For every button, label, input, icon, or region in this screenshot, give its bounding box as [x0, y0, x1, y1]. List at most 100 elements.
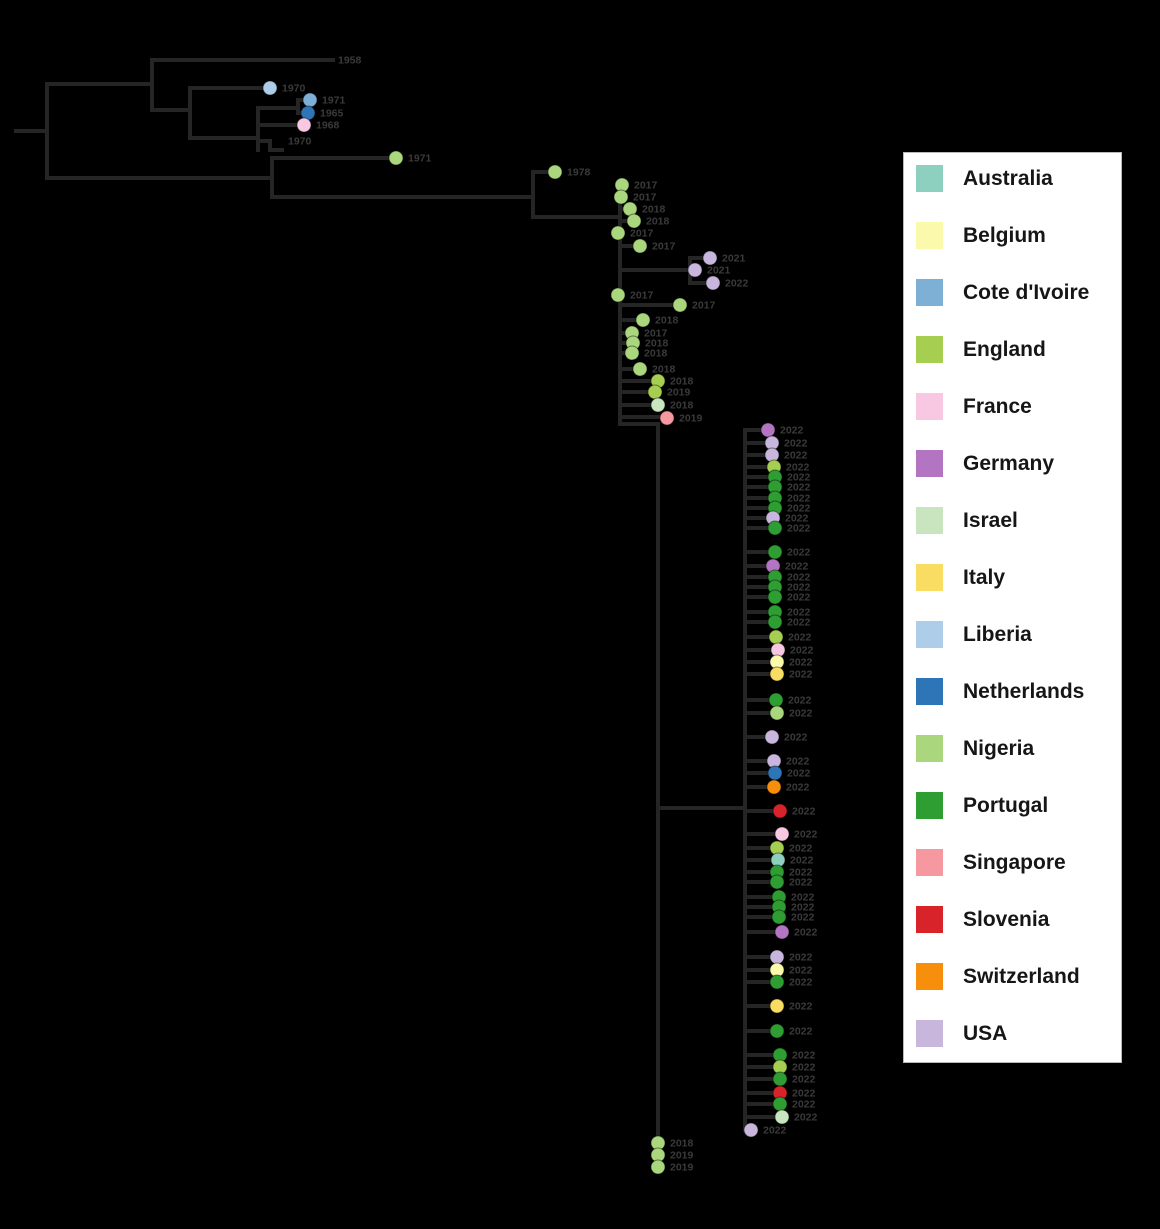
tip-node-germany: [774, 924, 790, 940]
tip-label: 2019: [679, 413, 703, 425]
tip-node-slovenia: [772, 803, 788, 819]
tip-node-nigeria: [672, 297, 688, 313]
tip-node-england: [647, 384, 663, 400]
legend-label: Italy: [963, 565, 1006, 589]
tip-node-usa: [687, 262, 703, 278]
tip-label: 1971: [408, 153, 432, 165]
tip-label: 2018: [644, 348, 668, 360]
tip-label: 2018: [642, 204, 666, 216]
tip-label: 2022: [794, 927, 818, 939]
tip-node-nigeria: [626, 213, 642, 229]
legend-item-england: England: [916, 336, 1046, 363]
tip-node-usa: [702, 250, 718, 266]
legend-label: Netherlands: [963, 679, 1085, 703]
tip-node-portugal: [767, 544, 783, 560]
branch-label: 1958: [338, 55, 362, 67]
legend-label: Belgium: [963, 223, 1046, 247]
tip-label: 2022: [789, 1026, 813, 1038]
legend-label: Liberia: [963, 622, 1032, 646]
tip-label: 2022: [789, 708, 813, 720]
tip-label: 2022: [787, 768, 811, 780]
tip-label: 2022: [789, 1001, 813, 1013]
tip-label: 2017: [630, 228, 654, 240]
legend-item-italy: Italy: [916, 564, 1005, 591]
tip-label: 2018: [655, 315, 679, 327]
tip-label: 2022: [787, 503, 811, 515]
tip-node-portugal: [768, 692, 784, 708]
legend-color-swatch: [916, 222, 943, 249]
country-legend: Australia Belgium Cote d'Ivoire England Fran…: [903, 152, 1122, 1063]
tip-node-nigeria: [624, 345, 640, 361]
tip-label: 2022: [790, 855, 814, 867]
tip-label: 2019: [670, 1150, 694, 1162]
tip-node-nigeria: [650, 1159, 666, 1175]
legend-label: France: [963, 394, 1032, 418]
tip-label: 2022: [786, 756, 810, 768]
legend-item-australia: Australia: [916, 165, 1053, 192]
tip-label: 2022: [792, 1062, 816, 1074]
tip-node-liberia: [262, 80, 278, 96]
tip-node-nigeria: [610, 287, 626, 303]
branch-label: 1970: [288, 136, 312, 148]
tip-label: 2022: [792, 1050, 816, 1062]
tip-node-usa: [743, 1122, 759, 1138]
tip-label: 2022: [791, 912, 815, 924]
tip-node-usa: [769, 949, 785, 965]
legend-label: England: [963, 337, 1046, 361]
tip-node-portugal: [769, 1023, 785, 1039]
legend-color-swatch: [916, 963, 943, 990]
tip-node-nigeria: [632, 238, 648, 254]
tip-label: 2022: [784, 438, 808, 450]
tip-node-italy: [769, 998, 785, 1014]
tip-node-portugal: [769, 974, 785, 990]
legend-label: Slovenia: [963, 907, 1050, 931]
tip-label: 2022: [786, 782, 810, 794]
tip-label: 2022: [785, 513, 809, 525]
tip-label: 2022: [763, 1125, 787, 1137]
tip-node-cote-d-ivoire: [302, 92, 318, 108]
tip-label: 2022: [787, 582, 811, 594]
tip-node-portugal: [772, 1071, 788, 1087]
legend-color-swatch: [916, 621, 943, 648]
tip-node-portugal: [767, 614, 783, 630]
tip-label: 2017: [633, 192, 657, 204]
tip-label: 2022: [789, 977, 813, 989]
tip-node-portugal: [767, 589, 783, 605]
legend-color-swatch: [916, 450, 943, 477]
tip-label: 2022: [789, 657, 813, 669]
legend-color-swatch: [916, 507, 943, 534]
legend-item-portugal: Portugal: [916, 792, 1048, 819]
tip-label: 1970: [282, 83, 306, 95]
tip-label: 2022: [789, 843, 813, 855]
tip-label: 2022: [789, 669, 813, 681]
tip-label: 2017: [630, 290, 654, 302]
legend-item-nigeria: Nigeria: [916, 735, 1034, 762]
tip-label: 2022: [787, 482, 811, 494]
tip-label: 2022: [792, 1088, 816, 1100]
tip-label: 2019: [667, 387, 691, 399]
tip-label: 2022: [790, 645, 814, 657]
tip-label: 2022: [789, 965, 813, 977]
tip-label: 2022: [780, 425, 804, 437]
legend-item-singapore: Singapore: [916, 849, 1066, 876]
tip-node-nigeria: [632, 361, 648, 377]
tip-label: 2022: [787, 617, 811, 629]
tip-node-england: [768, 629, 784, 645]
tip-label: 2022: [787, 472, 811, 484]
tip-node-nigeria: [613, 189, 629, 205]
tip-label: 2022: [788, 632, 812, 644]
tip-node-usa: [705, 275, 721, 291]
legend-color-swatch: [916, 165, 943, 192]
tip-label: 2022: [787, 493, 811, 505]
tip-label: 2017: [634, 180, 658, 192]
tip-label: 2022: [794, 829, 818, 841]
tip-label: 2017: [644, 328, 668, 340]
legend-item-netherlands: Netherlands: [916, 678, 1084, 705]
tip-label: 2022: [787, 607, 811, 619]
tip-label: 2022: [786, 462, 810, 474]
tip-label: 1978: [567, 167, 591, 179]
legend-color-swatch: [916, 564, 943, 591]
legend-item-cote-d-ivoire: Cote d'Ivoire: [916, 279, 1089, 306]
tip-label: 2022: [789, 877, 813, 889]
tip-label: 2021: [722, 253, 746, 265]
